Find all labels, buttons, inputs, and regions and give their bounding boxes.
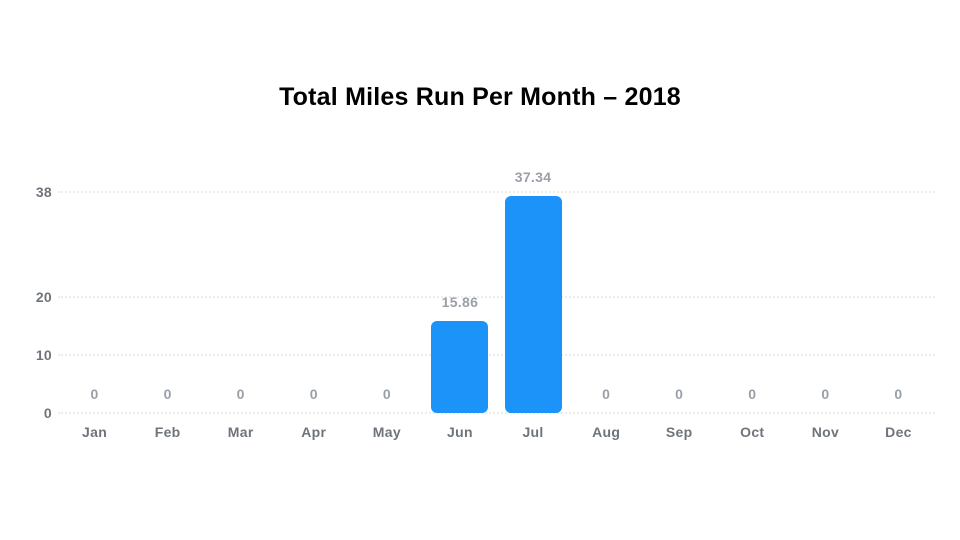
x-axis-tick-jul: Jul xyxy=(522,424,544,440)
x-axis-tick-may: May xyxy=(372,424,401,440)
bar-jun xyxy=(431,320,489,413)
y-axis-tick-38: 38 xyxy=(35,184,52,200)
gridline-20 xyxy=(58,295,935,298)
x-axis-tick-jun: Jun xyxy=(447,424,473,440)
value-label-sep: 0 xyxy=(675,386,684,402)
x-axis-tick-nov: Nov xyxy=(811,424,840,440)
x-axis-tick-sep: Sep xyxy=(665,424,693,440)
value-label-apr: 0 xyxy=(309,386,318,402)
y-axis-tick-20: 20 xyxy=(35,288,52,305)
x-axis-tick-aug: Aug xyxy=(592,424,621,440)
x-axis-tick-jan: Jan xyxy=(82,424,108,440)
value-label-may: 0 xyxy=(382,386,391,402)
gridline-0 xyxy=(58,412,935,414)
value-label-nov: 0 xyxy=(821,386,830,402)
value-label-dec: 0 xyxy=(894,386,903,402)
value-label-mar: 0 xyxy=(236,386,245,402)
value-label-oct: 0 xyxy=(748,386,757,402)
x-axis-tick-oct: Oct xyxy=(740,424,765,440)
y-axis-tick-0: 0 xyxy=(43,405,52,421)
x-axis-tick-dec: Dec xyxy=(885,424,912,440)
x-axis-tick-feb: Feb xyxy=(154,424,181,440)
gridline-10 xyxy=(58,353,935,356)
value-label-feb: 0 xyxy=(163,386,172,402)
gridline-38 xyxy=(58,191,935,193)
chart-title: Total Miles Run Per Month – 2018 xyxy=(279,83,681,111)
x-axis-tick-apr: Apr xyxy=(301,424,327,440)
value-label-jul: 37.34 xyxy=(514,168,552,185)
value-label-jun: 15.86 xyxy=(441,293,479,310)
bar-jul xyxy=(504,195,562,413)
x-axis-tick-mar: Mar xyxy=(227,424,254,440)
value-label-aug: 0 xyxy=(602,386,611,402)
value-label-jan: 0 xyxy=(90,386,99,402)
y-axis-tick-10: 10 xyxy=(35,346,52,363)
